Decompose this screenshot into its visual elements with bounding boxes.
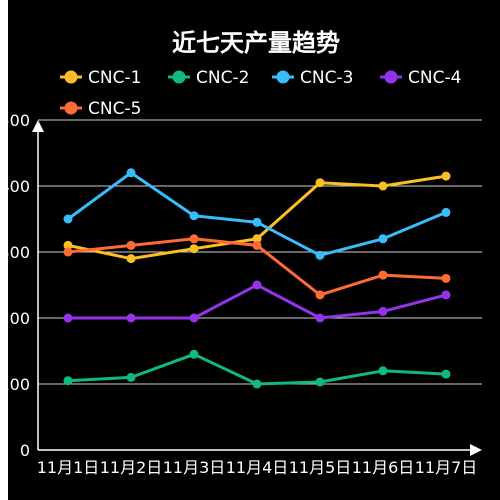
x-tick-label: 11月2日 [100, 458, 163, 477]
data-point [315, 250, 325, 260]
chart-panel: 近七天产量趋势 010020030040050011月1日11月2日11月3日1… [8, 0, 500, 500]
data-point [252, 234, 262, 244]
data-point [252, 379, 262, 389]
data-point [378, 306, 388, 316]
legend-item: CNC-1 [60, 68, 141, 88]
x-tick-label: 11月3日 [163, 458, 226, 477]
data-point [252, 240, 262, 250]
data-point [252, 280, 262, 290]
legend-marker [384, 70, 398, 84]
data-point [189, 211, 199, 221]
x-tick-label: 11月4日 [226, 458, 289, 477]
data-point [63, 247, 73, 257]
y-tick-label: 0 [20, 441, 30, 460]
data-point [441, 273, 451, 283]
data-point [126, 254, 136, 264]
x-axis-arrow [470, 444, 482, 456]
series-lines [63, 168, 451, 389]
legend-label: CNC-2 [196, 68, 249, 88]
y-tick-label: 400 [8, 177, 30, 196]
data-point [378, 270, 388, 280]
legend: CNC-1 CNC-2 CNC-3 CNC-4 CNC-5 [60, 68, 461, 119]
series-line [68, 283, 447, 320]
data-point [126, 313, 136, 323]
x-tick-label: 11月5日 [289, 458, 352, 477]
y-tick-label: 100 [8, 375, 30, 394]
x-tick-label: 11月7日 [415, 458, 478, 477]
data-point [252, 217, 262, 227]
data-point [126, 372, 136, 382]
data-point [315, 178, 325, 188]
data-point [441, 290, 451, 300]
line-chart: 近七天产量趋势 010020030040050011月1日11月2日11月3日1… [8, 29, 482, 477]
legend-label: CNC-4 [408, 68, 461, 88]
data-point [63, 240, 73, 250]
data-point [315, 377, 325, 387]
data-point [315, 290, 325, 300]
series-cnc-4 [63, 280, 451, 323]
data-point [441, 171, 451, 181]
series-cnc-5 [63, 234, 451, 300]
legend-marker [64, 70, 78, 84]
x-tick-label: 11月1日 [37, 458, 100, 477]
data-point [63, 376, 73, 386]
legend-item: CNC-3 [272, 68, 353, 88]
y-tick-label: 500 [8, 111, 30, 130]
y-tick-label: 300 [8, 243, 30, 262]
legend-label: CNC-3 [300, 68, 353, 88]
axes: 0 100 200 300 400 500 11月1日11月2日11月3日11月4日11月5… [8, 111, 482, 477]
data-point [378, 181, 388, 191]
data-point [126, 168, 136, 178]
data-point [189, 313, 199, 323]
data-point [315, 313, 325, 323]
data-point [441, 207, 451, 217]
x-tick-label: 11月6日 [352, 458, 415, 477]
data-point [63, 214, 73, 224]
legend-item: CNC-4 [380, 68, 461, 88]
data-point [126, 240, 136, 250]
data-point [378, 366, 388, 376]
legend-marker [276, 70, 290, 84]
chart-title: 近七天产量趋势 [172, 29, 340, 57]
data-point [189, 234, 199, 244]
series-cnc-2 [63, 349, 451, 389]
legend-label: CNC-1 [88, 68, 141, 88]
y-tick-label: 200 [8, 309, 30, 328]
legend-item: CNC-5 [60, 99, 141, 119]
series-cnc-3 [63, 168, 451, 260]
legend-label: CNC-5 [88, 99, 141, 119]
series-cnc-1 [63, 171, 451, 264]
y-axis-arrow [32, 120, 44, 132]
legend-marker [64, 101, 78, 115]
data-point [441, 369, 451, 379]
data-point [189, 349, 199, 359]
legend-item: CNC-2 [168, 68, 249, 88]
data-point [189, 244, 199, 254]
legend-marker [172, 70, 186, 84]
data-point [378, 234, 388, 244]
data-point [63, 313, 73, 323]
